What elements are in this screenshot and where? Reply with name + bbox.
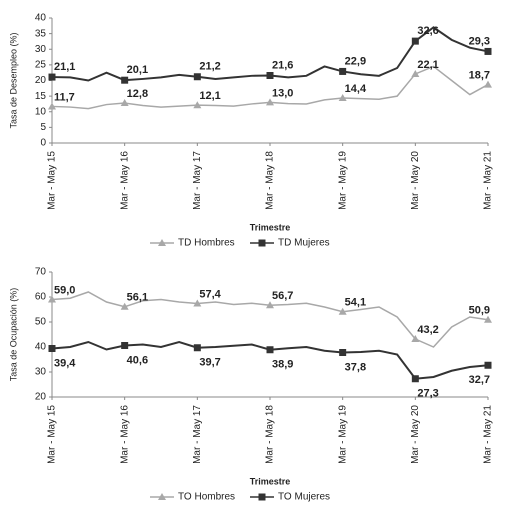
data-point <box>193 73 201 81</box>
y-tick-label: 35 <box>35 28 47 39</box>
legend-label: TD Mujeres <box>278 238 330 249</box>
data-label: 50,9 <box>469 305 490 317</box>
x-tick-label: Mar - May 18 <box>265 405 276 464</box>
x-tick-label: Mar - May 21 <box>483 151 494 210</box>
data-label: 38,9 <box>272 359 293 371</box>
data-point <box>484 47 492 55</box>
data-label: 21,1 <box>54 61 75 73</box>
data-label: 12,1 <box>199 90 220 102</box>
data-point <box>120 302 129 310</box>
legend-label: TD Hombres <box>178 238 235 249</box>
data-point <box>484 80 492 88</box>
data-point <box>48 102 56 110</box>
y-tick-label: 30 <box>35 44 47 55</box>
y-axis-title: Tasa de Ocupación (%) <box>8 288 18 382</box>
data-point <box>193 299 202 307</box>
data-label: 20,1 <box>127 64 148 76</box>
x-tick-label: Mar - May 21 <box>483 405 494 464</box>
data-label: 57,4 <box>199 288 221 300</box>
x-tick-label: Mar - May 19 <box>337 405 348 464</box>
y-tick-label: 0 <box>40 138 46 149</box>
data-label: 37,8 <box>345 361 366 373</box>
x-tick-label: Mar - May 15 <box>47 151 58 210</box>
data-point <box>48 73 56 81</box>
data-label: 54,1 <box>345 297 366 309</box>
legend-marker <box>258 239 266 247</box>
data-point <box>411 69 420 77</box>
x-axis-title: Trimestre <box>250 222 291 232</box>
x-axis-title: Trimestre <box>250 476 291 486</box>
y-tick-label: 50 <box>35 317 47 328</box>
data-label: 21,6 <box>272 59 293 71</box>
data-label: 29,3 <box>469 35 490 47</box>
legend-label: TO Mujeres <box>278 492 330 503</box>
data-label: 11,7 <box>54 91 75 103</box>
data-label: 32,6 <box>417 25 438 37</box>
x-tick-label: Mar - May 16 <box>119 151 130 210</box>
data-point <box>266 98 274 106</box>
data-label: 18,7 <box>469 69 490 81</box>
data-label: 59,0 <box>54 284 75 296</box>
y-tick-label: 20 <box>35 392 47 403</box>
y-tick-label: 70 <box>35 267 47 278</box>
x-tick-label: Mar - May 17 <box>192 405 203 464</box>
data-label: 27,3 <box>417 388 438 400</box>
y-tick-label: 20 <box>35 75 47 86</box>
y-tick-label: 40 <box>35 13 47 24</box>
x-tick-label: Mar - May 15 <box>47 405 58 464</box>
data-point <box>338 94 347 101</box>
y-axis-title: Tasa de Desempleo (%) <box>8 32 18 128</box>
data-label: 43,2 <box>417 324 438 336</box>
legend-marker <box>158 239 166 246</box>
data-label: 13,0 <box>272 87 293 99</box>
y-tick-label: 25 <box>35 60 47 71</box>
data-label: 14,4 <box>345 83 367 95</box>
data-point <box>121 76 129 84</box>
data-point <box>266 346 274 354</box>
x-tick-label: Mar - May 17 <box>192 151 203 210</box>
data-label: 22,1 <box>417 59 438 71</box>
x-tick-label: Mar - May 20 <box>410 405 421 464</box>
x-tick-label: Mar - May 19 <box>337 151 348 210</box>
y-tick-label: 30 <box>35 367 47 378</box>
data-point <box>48 345 56 352</box>
y-tick-label: 60 <box>35 292 47 303</box>
data-label: 22,9 <box>345 55 366 67</box>
x-tick-label: Mar - May 16 <box>119 405 130 464</box>
data-point <box>193 101 202 109</box>
data-label: 39,4 <box>54 357 76 369</box>
data-point <box>339 67 347 75</box>
x-tick-label: Mar - May 20 <box>410 151 421 210</box>
data-label: 39,7 <box>199 357 220 369</box>
data-point <box>484 315 492 323</box>
data-point <box>266 72 274 79</box>
data-point <box>484 361 492 369</box>
legend-marker <box>258 493 266 501</box>
data-label: 12,8 <box>127 88 148 100</box>
y-tick-label: 15 <box>35 91 47 102</box>
y-tick-label: 5 <box>40 122 46 133</box>
data-point <box>339 349 347 356</box>
data-label: 56,1 <box>127 292 148 304</box>
data-point <box>121 342 129 349</box>
data-label: 21,2 <box>199 61 220 73</box>
data-point <box>411 37 419 45</box>
data-point <box>411 375 419 383</box>
data-point <box>193 344 201 352</box>
legend-marker <box>158 493 166 500</box>
legend-label: TO Hombres <box>178 492 235 503</box>
data-point <box>411 335 420 342</box>
data-point <box>48 295 56 303</box>
series-line <box>51 291 489 348</box>
data-point <box>266 301 274 309</box>
x-tick-label: Mar - May 18 <box>265 151 276 210</box>
data-label: 56,7 <box>272 290 293 302</box>
data-label: 40,6 <box>127 354 148 366</box>
data-label: 32,7 <box>469 374 490 386</box>
data-point <box>120 99 129 106</box>
y-tick-label: 10 <box>35 106 47 117</box>
y-tick-label: 40 <box>35 342 47 353</box>
data-point <box>338 307 347 315</box>
